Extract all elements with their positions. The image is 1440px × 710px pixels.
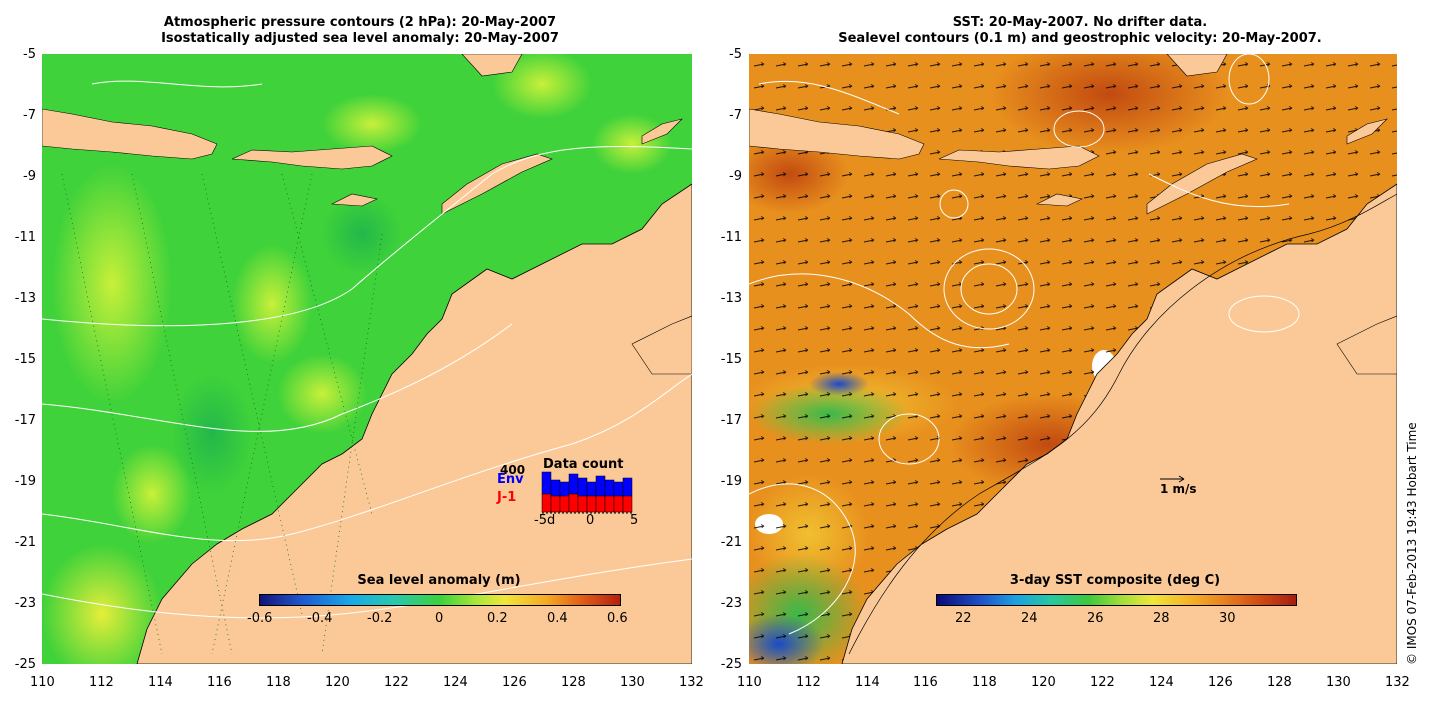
right-x-tick: 112 xyxy=(796,675,821,690)
right-y-tick: -7 xyxy=(729,108,742,123)
left-y-tick: -13 xyxy=(14,291,36,306)
left-y-tick: -9 xyxy=(23,169,36,184)
left-cbar-tick: -0.6 xyxy=(247,611,273,626)
right-title-line1: SST: 20-May-2007. No drifter data. xyxy=(952,15,1208,30)
left-y-tick: -5 xyxy=(23,47,36,62)
right-x-tick: 114 xyxy=(855,675,880,690)
right-x-tick: 132 xyxy=(1385,675,1410,690)
right-colorbar-label: 3-day SST composite (deg C) xyxy=(1009,573,1221,588)
inset-bars xyxy=(541,471,633,514)
right-cbar-tick: 26 xyxy=(1087,611,1104,626)
left-colorbar-label: Sea level anomaly (m) xyxy=(357,573,521,588)
inset-legend-g: 400 xyxy=(500,463,526,477)
inset-legend-env: Env xyxy=(497,472,524,487)
right-x-tick: 128 xyxy=(1267,675,1292,690)
left-x-tick: 114 xyxy=(148,675,173,690)
right-cbar-tick: 22 xyxy=(955,611,972,626)
right-map-svg xyxy=(749,54,1397,664)
left-land-australia xyxy=(136,183,692,664)
scale-label: 1 m/s xyxy=(1160,482,1197,496)
left-y-tick: -19 xyxy=(14,474,36,489)
right-cbar-tick: 28 xyxy=(1153,611,1170,626)
right-x-tick: 110 xyxy=(737,675,762,690)
left-y-tick: -11 xyxy=(14,230,36,245)
inset-title: Data count xyxy=(543,457,624,472)
left-title-line2: Isostatically adjusted sea level anomaly… xyxy=(161,31,559,46)
left-x-tick: 122 xyxy=(384,675,409,690)
left-x-tick: 116 xyxy=(207,675,232,690)
left-colorbar xyxy=(259,594,621,606)
left-x-tick: 124 xyxy=(443,675,468,690)
left-x-tick: 130 xyxy=(620,675,645,690)
right-x-tick: 122 xyxy=(1090,675,1115,690)
scale-arrow-icon xyxy=(1160,475,1185,483)
left-x-tick: 118 xyxy=(266,675,291,690)
right-y-tick: -5 xyxy=(729,47,742,62)
left-cbar-tick: -0.4 xyxy=(307,611,333,626)
right-y-tick: -9 xyxy=(729,169,742,184)
left-map-svg xyxy=(42,54,692,664)
inset-x-tick: 0 xyxy=(586,513,595,528)
right-y-tick: -25 xyxy=(720,657,742,672)
left-map xyxy=(42,54,692,664)
right-cbar-tick: 30 xyxy=(1219,611,1236,626)
right-map xyxy=(749,54,1397,664)
left-y-tick: -25 xyxy=(14,657,36,672)
left-cbar-tick: 0.2 xyxy=(487,611,508,626)
right-cbar-tick: 24 xyxy=(1021,611,1038,626)
left-cbar-tick: 0.4 xyxy=(547,611,568,626)
right-y-tick: -19 xyxy=(720,474,742,489)
right-y-tick: -13 xyxy=(720,291,742,306)
left-x-tick: 110 xyxy=(30,675,55,690)
left-x-tick: 120 xyxy=(325,675,350,690)
left-y-tick: -17 xyxy=(14,413,36,428)
left-y-tick: -7 xyxy=(23,108,36,123)
left-x-tick: 126 xyxy=(502,675,527,690)
inset-x-tick: -5d xyxy=(534,513,556,528)
inset-legend-j1: J-1 xyxy=(497,490,517,505)
credit-text: © IMOS 07-Feb-2013 19:43 Hobart Time xyxy=(1405,422,1419,665)
right-x-tick: 126 xyxy=(1208,675,1233,690)
right-y-tick: -23 xyxy=(720,596,742,611)
right-y-tick: -15 xyxy=(720,352,742,367)
left-cbar-tick: -0.2 xyxy=(367,611,393,626)
left-land-java xyxy=(42,108,218,160)
left-y-tick: -15 xyxy=(14,352,36,367)
right-x-tick: 124 xyxy=(1149,675,1174,690)
right-colorbar xyxy=(936,594,1297,606)
left-cbar-tick: 0 xyxy=(435,611,444,626)
right-y-tick: -11 xyxy=(720,230,742,245)
right-title: SST: 20-May-2007. No drifter data. Seale… xyxy=(760,15,1400,47)
right-x-tick: 118 xyxy=(972,675,997,690)
right-x-tick: 116 xyxy=(913,675,938,690)
right-title-line2: Sealevel contours (0.1 m) and geostrophi… xyxy=(838,31,1322,46)
right-x-tick: 130 xyxy=(1326,675,1351,690)
left-x-tick: 132 xyxy=(679,675,704,690)
right-y-tick: -17 xyxy=(720,413,742,428)
left-y-tick: -21 xyxy=(14,535,36,550)
right-land-australia xyxy=(841,183,1397,664)
left-x-tick: 128 xyxy=(561,675,586,690)
right-x-tick: 120 xyxy=(1031,675,1056,690)
left-cbar-tick: 0.6 xyxy=(607,611,628,626)
left-y-tick: -23 xyxy=(14,596,36,611)
left-title: Atmospheric pressure contours (2 hPa): 2… xyxy=(60,15,660,47)
left-title-line1: Atmospheric pressure contours (2 hPa): 2… xyxy=(163,15,557,30)
left-x-tick: 112 xyxy=(89,675,114,690)
inset-x-tick: 5 xyxy=(630,513,639,528)
right-y-tick: -21 xyxy=(720,535,742,550)
